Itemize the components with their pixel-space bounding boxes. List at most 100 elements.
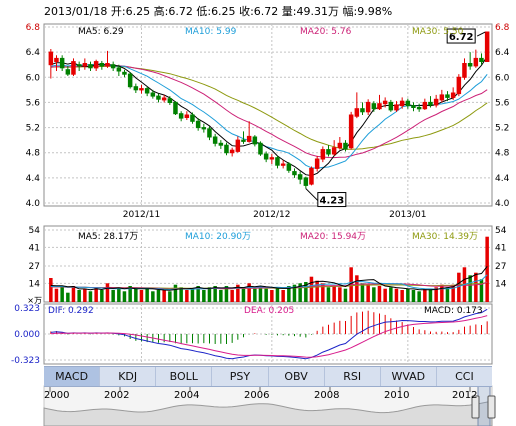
candle-down bbox=[411, 105, 416, 108]
volume-bar bbox=[230, 290, 234, 302]
candle-down bbox=[218, 142, 224, 146]
macd-dea-line bbox=[50, 315, 488, 358]
candle-down bbox=[195, 120, 201, 129]
candle-down bbox=[150, 92, 156, 97]
volume-bar bbox=[445, 287, 450, 302]
volume-bar bbox=[88, 291, 93, 302]
volume-bar bbox=[281, 290, 285, 302]
candle-down bbox=[303, 177, 309, 186]
candle-down bbox=[133, 86, 139, 91]
candle-down bbox=[167, 98, 173, 103]
close-value: 6.72 bbox=[253, 5, 279, 18]
candle-down bbox=[116, 67, 122, 72]
candle-up-fill bbox=[247, 136, 251, 142]
volume-bar bbox=[406, 288, 410, 302]
volume-tick-left: 41 bbox=[29, 243, 40, 253]
open-value: 6.25 bbox=[125, 5, 151, 18]
candle-up-fill bbox=[71, 61, 76, 75]
candle-down bbox=[326, 149, 331, 155]
price-tick-right: 4.0 bbox=[495, 199, 510, 209]
tab-boll[interactable]: BOLL bbox=[156, 367, 213, 386]
candle-up-fill bbox=[309, 168, 314, 185]
price-tick-left: 4.4 bbox=[26, 174, 41, 184]
tab-wvad[interactable]: WVAD bbox=[381, 367, 437, 386]
timeline-year-2002: 2002 bbox=[104, 390, 130, 401]
volume-bar bbox=[122, 291, 127, 302]
tab-rsi[interactable]: RSI bbox=[325, 367, 381, 386]
volume-bar bbox=[162, 290, 166, 302]
price-tick-left: 5.2 bbox=[26, 124, 40, 134]
candle-up-fill bbox=[440, 94, 444, 100]
tab-macd[interactable]: MACD bbox=[44, 367, 101, 386]
volume-bar bbox=[156, 290, 161, 302]
timeline-year-2008: 2008 bbox=[314, 390, 340, 401]
volume-bar bbox=[275, 287, 280, 302]
volume-bar bbox=[474, 272, 478, 302]
candle-down bbox=[99, 63, 105, 67]
timeline-year-2000: 2000 bbox=[44, 390, 70, 401]
volume-bar bbox=[83, 288, 87, 302]
volume-ma5-label: MA5: 28.17万 bbox=[78, 232, 139, 242]
candle-up-fill bbox=[230, 150, 234, 153]
volume-bar bbox=[196, 286, 200, 302]
candle-down bbox=[360, 108, 365, 113]
price-tick-left: 4.0 bbox=[26, 199, 41, 209]
candle-up-fill bbox=[366, 102, 370, 112]
candle-down bbox=[263, 153, 269, 160]
candle-down bbox=[178, 113, 184, 119]
volume-bar bbox=[287, 286, 291, 302]
volume-bar bbox=[54, 288, 59, 302]
volume-bar bbox=[134, 287, 138, 302]
price-ma30-label: MA30: 5.50 bbox=[412, 27, 464, 37]
candle-up-fill bbox=[105, 63, 110, 66]
volume-value: 49.31万 bbox=[296, 5, 340, 18]
candle-down bbox=[127, 73, 133, 88]
timeline-year-2012: 2012 bbox=[452, 390, 478, 401]
quote-date: 2013/01/18 bbox=[44, 5, 108, 18]
candle-down bbox=[343, 142, 348, 150]
candle-down bbox=[258, 142, 263, 155]
x-tick-label: 2012/11 bbox=[123, 210, 160, 220]
candle-down bbox=[212, 136, 218, 144]
candle-up-fill bbox=[423, 102, 427, 109]
volume-bar bbox=[151, 291, 155, 302]
macd-dif-label: DIF: 0.292 bbox=[48, 306, 94, 316]
high-annotation-pointer bbox=[476, 31, 486, 37]
candle-down bbox=[297, 174, 303, 180]
candle-up-fill bbox=[162, 98, 166, 100]
low-annotation-text: 4.23 bbox=[319, 196, 344, 207]
volume-bar bbox=[236, 284, 240, 302]
timeline-year-2006: 2006 bbox=[244, 390, 270, 401]
volume-bar bbox=[224, 286, 229, 302]
candle-down bbox=[173, 101, 178, 115]
volume-bar bbox=[360, 283, 365, 302]
price-ma5-label: MA5: 6.29 bbox=[78, 27, 124, 37]
tab-obv[interactable]: OBV bbox=[269, 367, 325, 386]
candle-down bbox=[207, 128, 212, 138]
price-tick-right: 6.8 bbox=[495, 23, 510, 33]
price-tick-left: 4.8 bbox=[26, 149, 41, 159]
volume-bar bbox=[451, 284, 455, 302]
candle-up-fill bbox=[485, 32, 489, 62]
volume-bar bbox=[315, 280, 319, 302]
timeline-left-handle[interactable] bbox=[471, 395, 480, 419]
tab-cci[interactable]: CCI bbox=[455, 370, 474, 383]
volume-bar bbox=[185, 290, 189, 302]
volume-bar bbox=[247, 283, 251, 302]
candle-up-fill bbox=[355, 108, 359, 117]
volume-bar bbox=[173, 284, 178, 302]
volume-bar bbox=[332, 286, 336, 302]
tab-psy[interactable]: PSY bbox=[212, 367, 269, 386]
timeline-right-handle[interactable] bbox=[487, 395, 496, 419]
volume-bar bbox=[219, 290, 223, 302]
candle-up-fill bbox=[462, 63, 467, 78]
price-tick-left: 5.6 bbox=[26, 98, 41, 108]
volume-bar bbox=[202, 290, 206, 302]
change-value: 9.98% bbox=[357, 5, 393, 18]
tab-kdj[interactable]: KDJ bbox=[100, 367, 157, 386]
volume-bar bbox=[253, 288, 257, 302]
quote-header: 2013/01/18 开:6.25 高:6.72 低:6.25 收:6.72 量… bbox=[44, 5, 393, 18]
candle-down bbox=[467, 63, 473, 67]
timeline-history-area bbox=[43, 400, 493, 426]
volume-bar bbox=[468, 275, 472, 302]
